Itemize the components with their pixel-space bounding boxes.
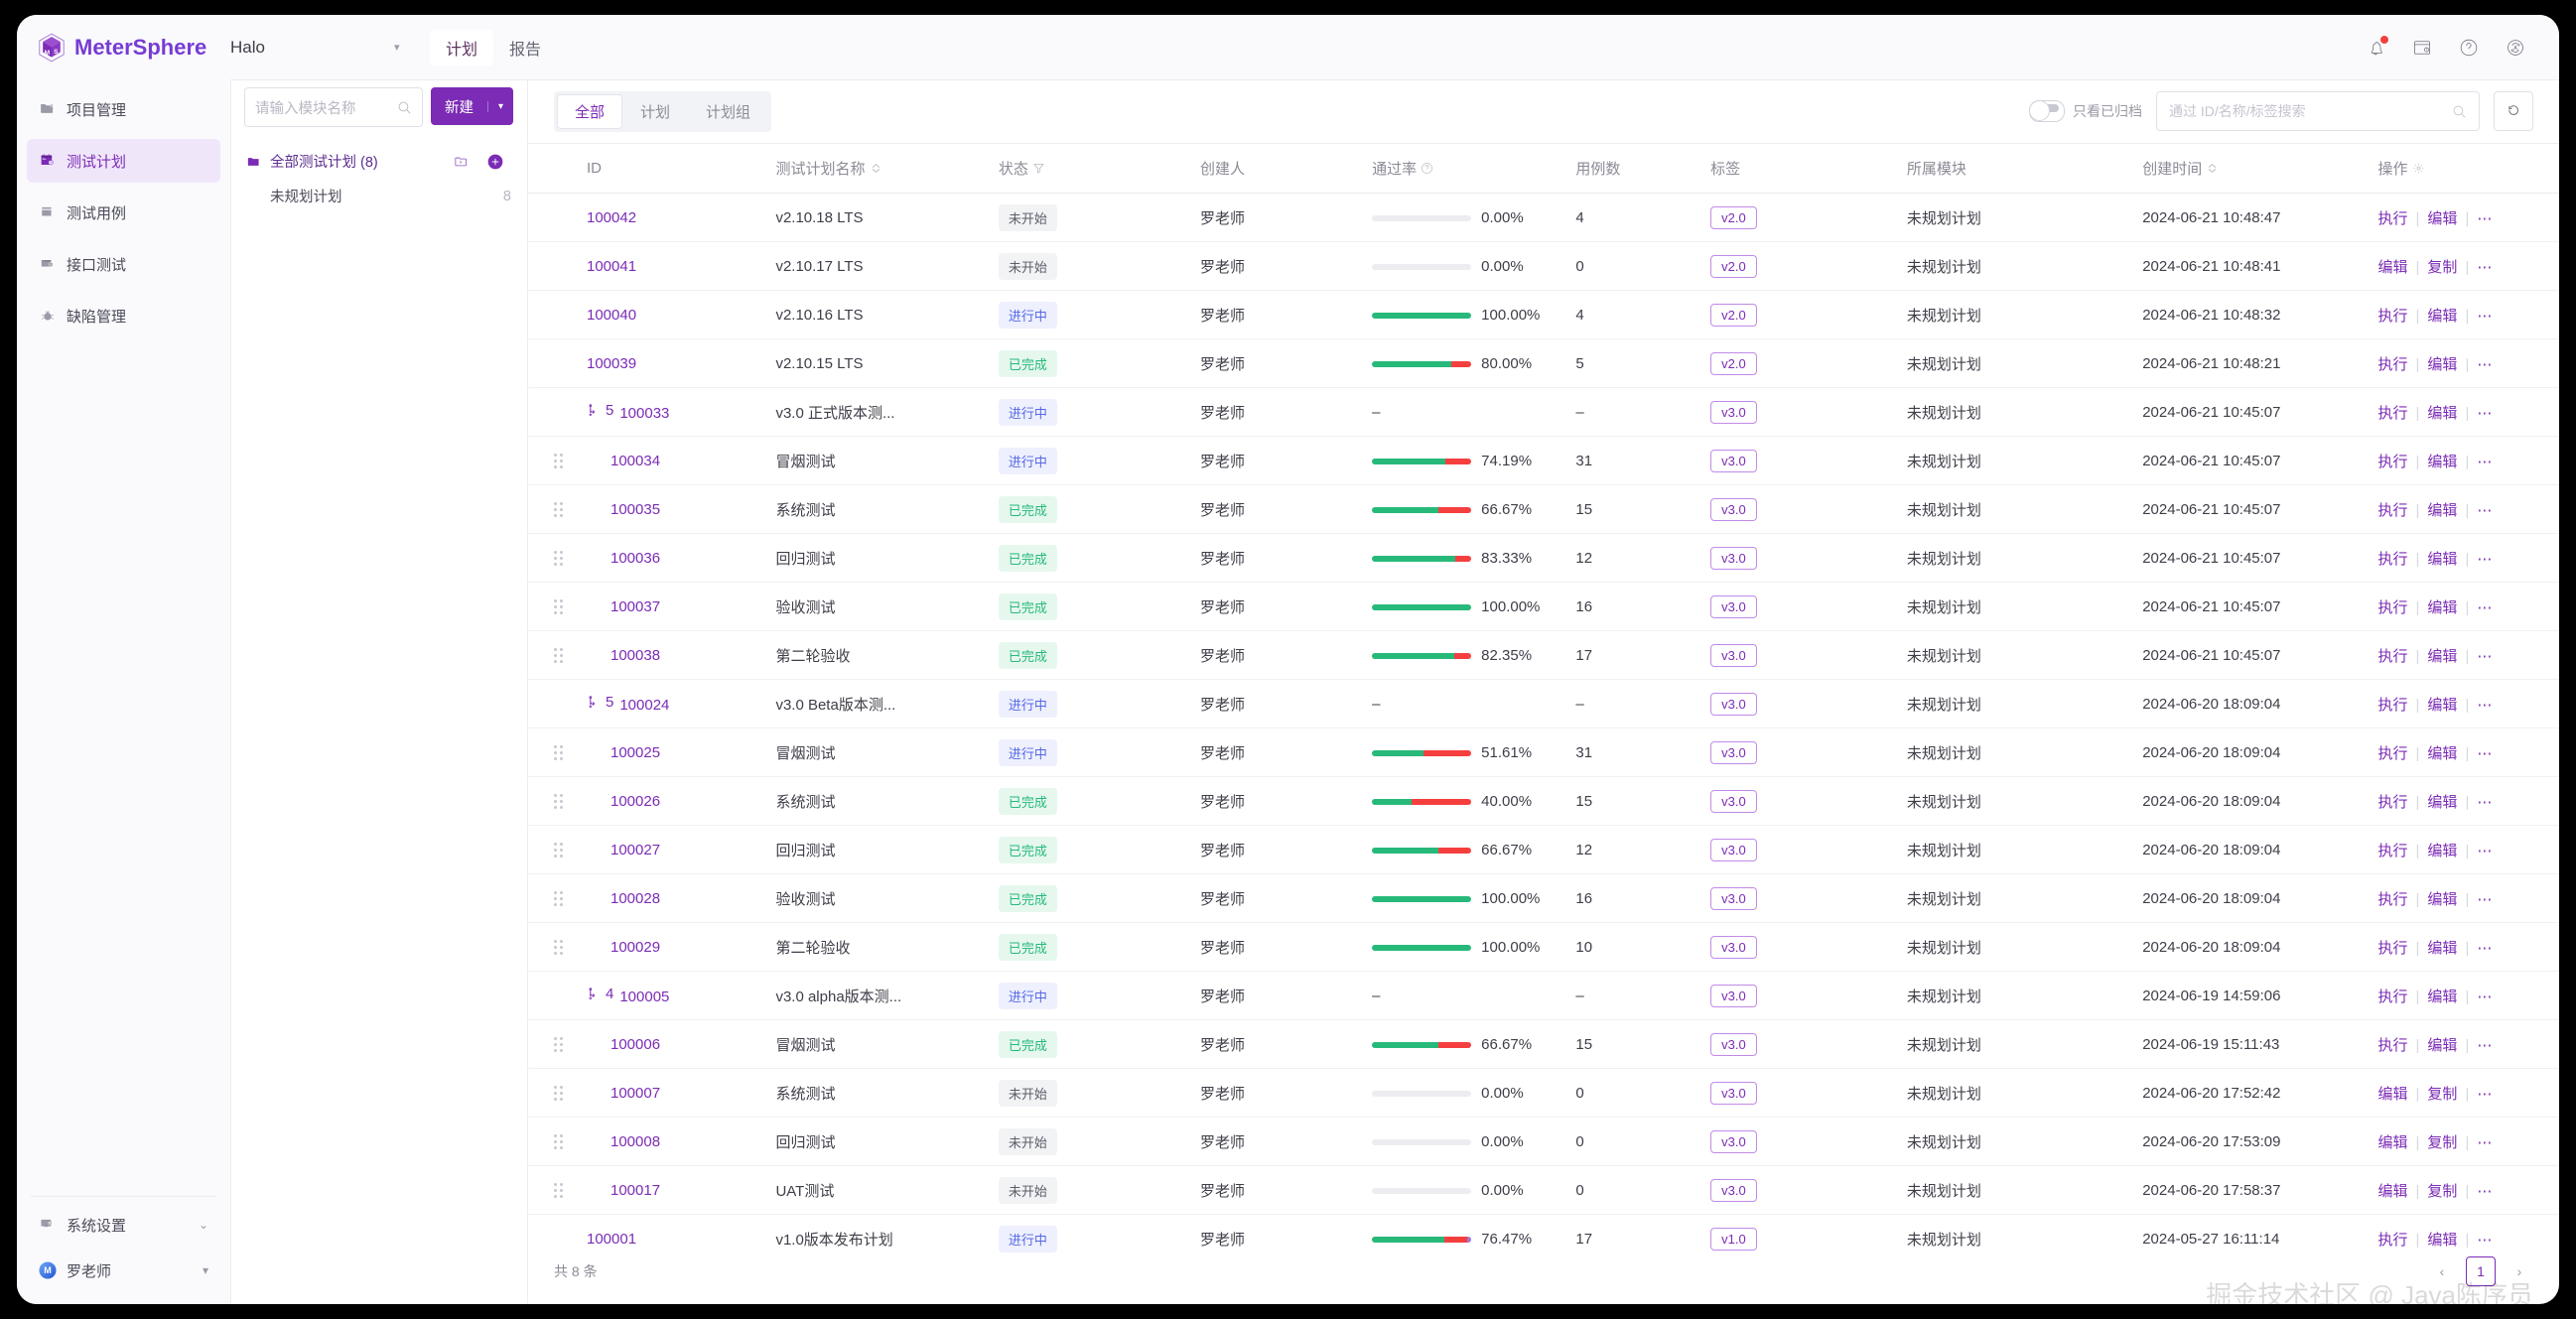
svg-text:S: S: [54, 49, 59, 56]
svg-text:M: M: [44, 1265, 52, 1275]
svg-text:M: M: [45, 50, 51, 57]
